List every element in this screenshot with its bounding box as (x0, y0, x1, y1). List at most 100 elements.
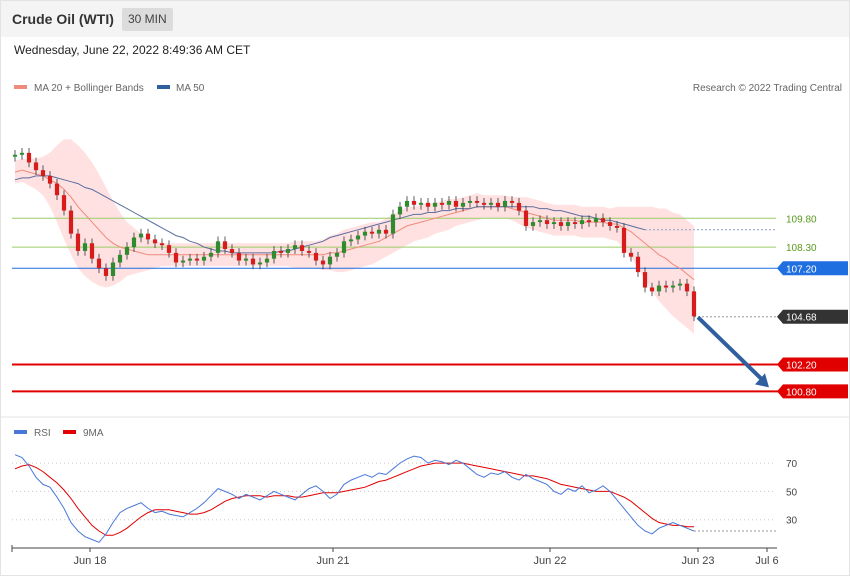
candle-body (467, 200, 473, 203)
ma50-legend-swatch (157, 85, 170, 89)
candle-body (334, 252, 340, 257)
candle-body (222, 241, 228, 250)
bollinger-band (15, 139, 694, 334)
candle-body (684, 283, 690, 292)
interval-selector[interactable]: 30 MIN (122, 8, 173, 31)
candle-body (586, 220, 592, 223)
chart-header: Crude Oil (WTI) 30 MIN (1, 1, 849, 37)
forecast-arrowhead (755, 373, 769, 388)
candle-body (593, 218, 599, 223)
candle-body (348, 239, 354, 242)
rsi-legend-label: RSI (34, 428, 51, 439)
candle-body (110, 262, 116, 276)
candle-body (642, 272, 648, 288)
candle-body (607, 222, 613, 226)
rsi-legend-swatch (14, 430, 27, 434)
candle-body (516, 202, 522, 211)
candle-body (47, 175, 53, 184)
candle-body (271, 250, 277, 259)
rsi-ma-legend-swatch (63, 430, 76, 434)
resistance-label: 108.30 (786, 243, 817, 254)
candle-body (453, 200, 459, 207)
candle-body (635, 256, 641, 273)
candle-body (544, 220, 550, 225)
candle-body (404, 200, 410, 207)
ma50-legend-label: MA 50 (176, 83, 205, 94)
rsi-line (14, 454, 695, 543)
candle-body (285, 249, 291, 253)
candle-body (96, 258, 102, 269)
candle-body (166, 245, 172, 253)
ma20-legend-swatch (14, 85, 27, 89)
x-tick-label: Jun 22 (533, 555, 566, 567)
rsi-tick-label: 30 (786, 516, 798, 527)
candle-body (215, 241, 221, 253)
rsi-ma-legend-label: 9MA (83, 428, 104, 439)
candle-body (369, 231, 375, 234)
support-tag (777, 384, 848, 399)
candle-body (145, 233, 151, 240)
candle-body (75, 233, 81, 251)
x-tick-label: Jun 23 (681, 555, 714, 567)
candle-body (40, 170, 46, 176)
timestamp: Wednesday, June 22, 2022 8:49:36 AM CET (14, 43, 251, 57)
candle-body (670, 285, 676, 288)
support-tag (777, 357, 848, 372)
x-tick-label: Jun 21 (316, 555, 349, 567)
candle-body (439, 202, 445, 205)
last-price-label: 104.68 (786, 313, 817, 324)
candle-body (68, 210, 74, 234)
pivot-tag (777, 261, 848, 276)
ma20-legend-label: MA 20 + Bollinger Bands (34, 83, 144, 94)
candle-body (663, 285, 669, 288)
candle-body (264, 258, 270, 263)
candle-body (649, 287, 655, 292)
candle-body (551, 222, 557, 225)
candle-body (411, 200, 417, 205)
candle-body (502, 200, 508, 207)
candle-body (19, 152, 25, 155)
candle-body (691, 291, 697, 317)
candle-body (103, 268, 109, 276)
candle-body (355, 235, 361, 240)
candle-body (306, 250, 312, 253)
candle-body (187, 258, 193, 261)
candle-body (138, 233, 144, 238)
candle-body (12, 154, 18, 157)
candle-body (495, 202, 501, 207)
candle-body (61, 195, 67, 211)
candle-body (677, 283, 683, 286)
candle-body (383, 229, 389, 234)
candle-body (565, 222, 571, 226)
candle-body (362, 231, 368, 236)
candle-body (656, 285, 662, 292)
forecast-arrow (696, 315, 765, 382)
candle-body (558, 222, 564, 226)
candle-body (376, 229, 382, 234)
candle-body (579, 220, 585, 225)
price-panel: 109.80 108.30 107.20 104.68 102.20 100.80 (12, 139, 848, 399)
candle-body (621, 227, 627, 253)
candle-body (131, 237, 137, 248)
candle-body (397, 206, 403, 215)
instrument-title: Crude Oil (WTI) (12, 11, 114, 27)
rsi-panel: 70 50 30 (12, 454, 798, 543)
candle-body (33, 162, 39, 171)
candle-body (299, 245, 305, 251)
candle-body (320, 260, 326, 265)
candle-body (236, 252, 242, 261)
candle-body (201, 256, 207, 261)
pivot-label: 107.20 (786, 264, 817, 275)
candle-body (124, 247, 130, 255)
candle-body (418, 202, 424, 205)
credit-label: Research © 2022 Trading Central (693, 83, 842, 94)
candle-body (117, 254, 123, 263)
candle-body (208, 252, 214, 257)
candle-body (313, 252, 319, 261)
candle-body (54, 183, 60, 196)
ma50-line (14, 175, 646, 254)
x-axis: Jun 18 Jun 21 Jun 22 Jun 23 Jul 6 (11, 545, 779, 567)
candle-body (173, 252, 179, 263)
